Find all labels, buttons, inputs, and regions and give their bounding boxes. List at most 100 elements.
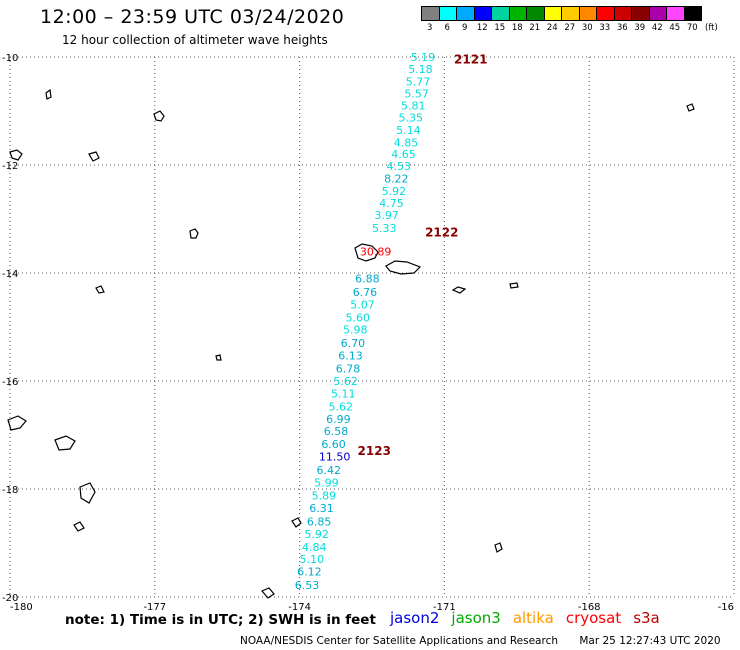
- lat-tick-label: -18: [2, 485, 18, 496]
- island-fiji-1: [7, 415, 27, 431]
- lat-tick-label: -14: [2, 269, 18, 280]
- swh-value: 5.60: [345, 311, 370, 324]
- swh-value: 6.58: [324, 425, 349, 438]
- swh-value: 5.18: [408, 63, 433, 76]
- swh-value: 4.84: [302, 541, 327, 554]
- swh-value: 5.10: [300, 553, 325, 566]
- satellite-jason2: jason2: [390, 609, 440, 627]
- island-tokelau: [215, 354, 222, 361]
- legend-label: 33: [599, 23, 611, 33]
- swh-value: 6.88: [355, 272, 380, 285]
- island-wallis: [189, 228, 199, 239]
- legend-item: 42: [648, 6, 667, 33]
- island-outlines: [7, 88, 695, 599]
- swh-value: 6.76: [353, 286, 378, 299]
- swh-value: 30.89: [360, 245, 392, 258]
- swh-value: 4.65: [391, 148, 416, 161]
- island-west-3: [9, 149, 23, 161]
- lat-tick-label: -10: [2, 53, 18, 64]
- swh-value: 6.70: [341, 337, 366, 350]
- swh-value: 5.62: [329, 400, 354, 413]
- island-tonga-2: [261, 587, 275, 599]
- swh-value: 4.85: [394, 136, 419, 149]
- swh-value: 5.14: [396, 124, 421, 137]
- swh-value: 5.19: [411, 51, 436, 64]
- satellite-cryosat: cryosat: [565, 609, 622, 627]
- legend-label: 36: [616, 23, 628, 33]
- island-east-1: [686, 103, 695, 112]
- legend-label: 12: [476, 23, 488, 33]
- swh-value: 5.92: [304, 528, 329, 541]
- swh-value: 3.97: [374, 209, 399, 222]
- swh-value: 5.11: [331, 387, 356, 400]
- observation-labels: 5.195.185.775.575.815.355.144.854.654.53…: [295, 51, 435, 592]
- track-number: 2123: [358, 444, 391, 458]
- island-fiji-3: [79, 482, 96, 504]
- lat-tick-label: -16: [2, 377, 18, 388]
- swh-value: 6.31: [309, 502, 334, 515]
- lon-tick-label: -16: [718, 602, 734, 613]
- swh-value: 5.33: [372, 222, 397, 235]
- swh-value: 6.78: [336, 363, 361, 376]
- swh-value: 6.85: [307, 515, 332, 528]
- swh-value: 6.12: [297, 566, 322, 579]
- legend-item: 18: [508, 6, 527, 33]
- legend-label: 15: [494, 23, 506, 33]
- footer-credit: NOAA/NESDIS Center for Satellite Applica…: [240, 635, 721, 647]
- swh-value: 5.92: [382, 185, 407, 198]
- swh-value: 5.62: [333, 375, 358, 388]
- swh-value: 4.75: [379, 197, 404, 210]
- legend-label: 21: [529, 23, 541, 33]
- swh-value: 4.53: [386, 160, 411, 173]
- satellite-legend: jason2 jason3 altika cryosat s3a: [390, 609, 660, 627]
- legend-label: 27: [564, 23, 576, 33]
- lat-tick-label: -20: [2, 593, 18, 604]
- swh-value: 5.35: [399, 111, 424, 124]
- lon-tick-label: -174: [288, 602, 311, 613]
- credit-text: NOAA/NESDIS Center for Satellite Applica…: [240, 635, 558, 647]
- island-west-2: [45, 88, 52, 100]
- legend-item: 9: [456, 6, 475, 33]
- legend-swatch: [683, 6, 702, 21]
- lon-tick-label: -177: [143, 602, 166, 613]
- swh-value: 6.99: [326, 413, 351, 426]
- satellite-jason3: jason3: [451, 609, 501, 627]
- island-fiji-2: [54, 435, 76, 451]
- legend-label: 39: [634, 23, 646, 33]
- map-subtitle: 12 hour collection of altimeter wave hei…: [62, 33, 328, 47]
- lat-tick-label: -12: [2, 161, 18, 172]
- island-west-5: [95, 285, 105, 294]
- swh-value: 5.57: [404, 88, 429, 101]
- swh-value: 6.13: [338, 350, 363, 363]
- island-tonga-1: [291, 517, 302, 528]
- track-number: 2121: [454, 53, 487, 67]
- map-title: 12:00 – 23:59 UTC 03/24/2020: [40, 6, 345, 28]
- swh-value: 6.60: [321, 438, 346, 451]
- lon-tick-label: -171: [433, 602, 456, 613]
- legend-label: 18: [511, 23, 523, 33]
- legend-label: 3: [427, 23, 433, 33]
- lon-tick-label: -180: [10, 602, 33, 613]
- swh-value: 5.07: [350, 298, 375, 311]
- satellite-altika: altika: [512, 609, 554, 627]
- swh-value: 11.50: [319, 451, 351, 464]
- island-tutuila: [451, 286, 467, 294]
- legend-label: 30: [581, 23, 593, 33]
- legend-label: 45: [669, 23, 681, 33]
- island-savaii: [354, 243, 379, 262]
- map-grid: -180 -177 -174 -171 -168 -16 -10 -12 -14 -16 -18 -2…: [2, 53, 735, 613]
- swh-value: 6.53: [295, 579, 320, 592]
- swh-value: 5.98: [343, 324, 368, 337]
- island-west-1: [153, 110, 165, 122]
- satellite-s3a: s3a: [633, 609, 660, 627]
- island-east-2: [509, 282, 519, 289]
- island-niue: [494, 542, 503, 553]
- island-upolu: [385, 260, 422, 275]
- legend-item: 70: [683, 6, 702, 33]
- swh-value: 5.81: [401, 100, 426, 113]
- legend-label: 70: [686, 23, 698, 33]
- legend-unit: (ft): [705, 23, 718, 33]
- swh-value: 5.89: [312, 489, 337, 502]
- credit-timestamp: Mar 25 12:27:43 UTC 2020: [579, 635, 721, 647]
